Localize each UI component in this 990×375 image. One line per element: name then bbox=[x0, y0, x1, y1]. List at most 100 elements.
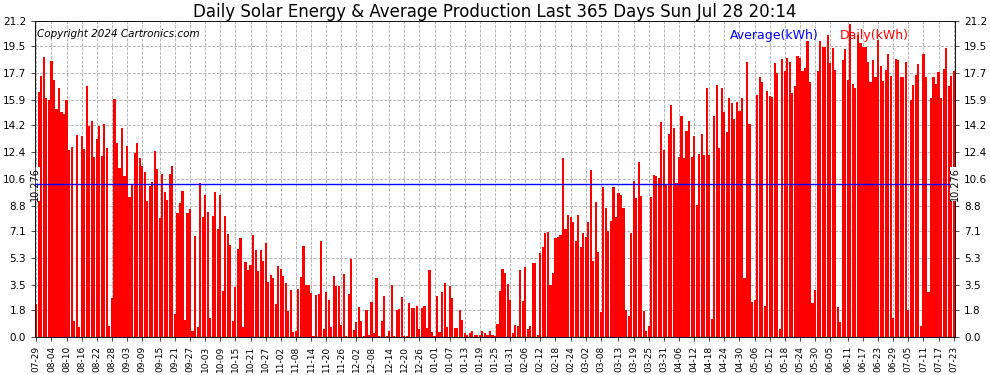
Bar bbox=[285, 283, 287, 337]
Bar bbox=[147, 201, 148, 337]
Bar bbox=[202, 217, 204, 337]
Bar bbox=[920, 326, 922, 337]
Bar bbox=[678, 158, 680, 337]
Bar bbox=[766, 91, 768, 337]
Bar bbox=[156, 169, 158, 337]
Bar bbox=[842, 60, 843, 337]
Bar bbox=[928, 292, 930, 337]
Bar bbox=[245, 261, 247, 337]
Bar bbox=[514, 326, 516, 337]
Bar bbox=[494, 336, 496, 337]
Text: Average(kWh): Average(kWh) bbox=[730, 29, 819, 42]
Bar bbox=[481, 331, 483, 337]
Bar bbox=[269, 275, 272, 337]
Bar bbox=[846, 80, 848, 337]
Bar bbox=[426, 328, 428, 337]
Bar bbox=[872, 60, 874, 337]
Bar bbox=[451, 297, 453, 337]
Bar bbox=[794, 86, 796, 337]
Bar bbox=[716, 85, 718, 337]
Bar bbox=[557, 237, 559, 337]
Bar bbox=[153, 151, 155, 337]
Bar bbox=[698, 153, 700, 337]
Bar bbox=[527, 329, 529, 337]
Bar bbox=[758, 77, 760, 337]
Bar bbox=[365, 310, 367, 337]
Bar bbox=[952, 70, 954, 337]
Bar bbox=[791, 93, 793, 337]
Bar bbox=[458, 310, 460, 337]
Bar bbox=[295, 330, 297, 337]
Bar bbox=[466, 334, 468, 337]
Bar bbox=[287, 311, 289, 337]
Bar bbox=[43, 57, 45, 337]
Bar bbox=[918, 64, 920, 337]
Bar bbox=[559, 235, 561, 337]
Bar bbox=[101, 156, 103, 337]
Bar bbox=[91, 122, 93, 337]
Bar bbox=[225, 216, 227, 337]
Bar bbox=[569, 217, 571, 337]
Bar bbox=[158, 218, 161, 337]
Bar bbox=[36, 304, 38, 337]
Bar bbox=[535, 263, 537, 337]
Bar bbox=[55, 110, 57, 337]
Bar bbox=[48, 100, 50, 337]
Bar bbox=[540, 253, 542, 337]
Bar bbox=[310, 293, 312, 337]
Bar bbox=[468, 333, 471, 337]
Bar bbox=[706, 88, 708, 337]
Bar bbox=[711, 319, 713, 337]
Bar bbox=[647, 326, 649, 337]
Bar bbox=[668, 135, 670, 337]
Text: 10.276: 10.276 bbox=[950, 167, 960, 201]
Bar bbox=[517, 326, 519, 337]
Bar bbox=[796, 56, 799, 337]
Bar bbox=[323, 330, 325, 337]
Bar bbox=[413, 308, 416, 337]
Bar bbox=[80, 136, 83, 337]
Bar bbox=[320, 242, 322, 337]
Bar bbox=[242, 327, 245, 337]
Bar bbox=[930, 98, 932, 337]
Bar bbox=[368, 335, 370, 337]
Bar bbox=[902, 77, 904, 337]
Bar bbox=[318, 294, 320, 337]
Bar bbox=[933, 77, 935, 337]
Bar bbox=[597, 252, 599, 337]
Bar bbox=[114, 99, 116, 337]
Bar bbox=[885, 70, 887, 337]
Bar bbox=[602, 187, 605, 337]
Bar bbox=[282, 276, 284, 337]
Bar bbox=[267, 282, 269, 337]
Bar bbox=[380, 321, 383, 337]
Bar bbox=[151, 182, 153, 337]
Bar bbox=[471, 331, 473, 337]
Bar bbox=[292, 332, 294, 337]
Bar bbox=[277, 266, 279, 337]
Bar bbox=[940, 98, 942, 337]
Bar bbox=[771, 97, 773, 337]
Bar bbox=[585, 237, 587, 337]
Bar bbox=[655, 176, 657, 337]
Bar bbox=[840, 322, 842, 337]
Bar bbox=[360, 321, 362, 337]
Bar bbox=[274, 304, 277, 337]
Bar bbox=[633, 181, 635, 337]
Bar bbox=[50, 60, 52, 337]
Bar bbox=[607, 231, 610, 337]
Bar bbox=[638, 162, 640, 337]
Bar bbox=[453, 328, 455, 337]
Bar bbox=[504, 273, 506, 337]
Bar bbox=[650, 197, 652, 337]
Bar bbox=[657, 178, 660, 337]
Bar bbox=[406, 336, 408, 337]
Bar bbox=[680, 116, 682, 337]
Bar bbox=[567, 215, 569, 337]
Bar bbox=[429, 270, 431, 337]
Bar bbox=[592, 261, 594, 337]
Bar bbox=[486, 335, 488, 337]
Bar bbox=[272, 278, 274, 337]
Bar bbox=[905, 62, 907, 337]
Bar bbox=[809, 82, 811, 337]
